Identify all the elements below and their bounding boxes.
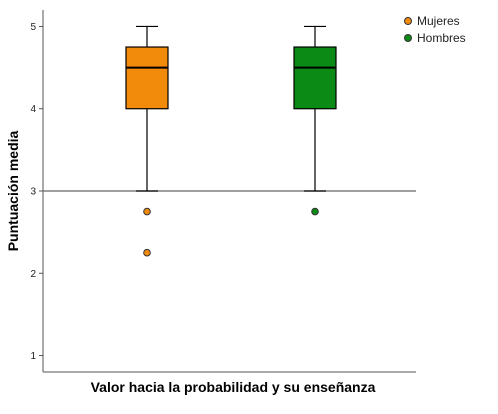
- legend-label: Hombres: [417, 31, 466, 45]
- legend-marker: [404, 34, 412, 42]
- y-tick-label: 5: [30, 22, 36, 33]
- outlier-point: [143, 207, 151, 216]
- outlier-point: [311, 207, 319, 216]
- boxes: [125, 25, 337, 257]
- y-tick-label: 2: [30, 269, 36, 280]
- y-tick-label: 1: [30, 351, 36, 362]
- outlier-point: [143, 248, 151, 257]
- box-group: [125, 25, 169, 257]
- legend-label: Mujeres: [417, 14, 460, 28]
- y-tick-label: 3: [30, 187, 36, 198]
- y-axis-title: Puntuación media: [5, 131, 21, 252]
- box-group: [293, 25, 337, 216]
- box: [125, 46, 169, 110]
- legend-marker: [404, 17, 412, 25]
- box: [293, 46, 337, 110]
- plot-area: [42, 10, 416, 373]
- x-axis-title: Valor hacia la probabilidad y su enseñan…: [91, 379, 376, 395]
- legend: Mujeres Hombres: [404, 14, 466, 45]
- y-axis-ticks: 1 2 3 4 5: [30, 22, 43, 362]
- y-tick-label: 4: [30, 104, 36, 115]
